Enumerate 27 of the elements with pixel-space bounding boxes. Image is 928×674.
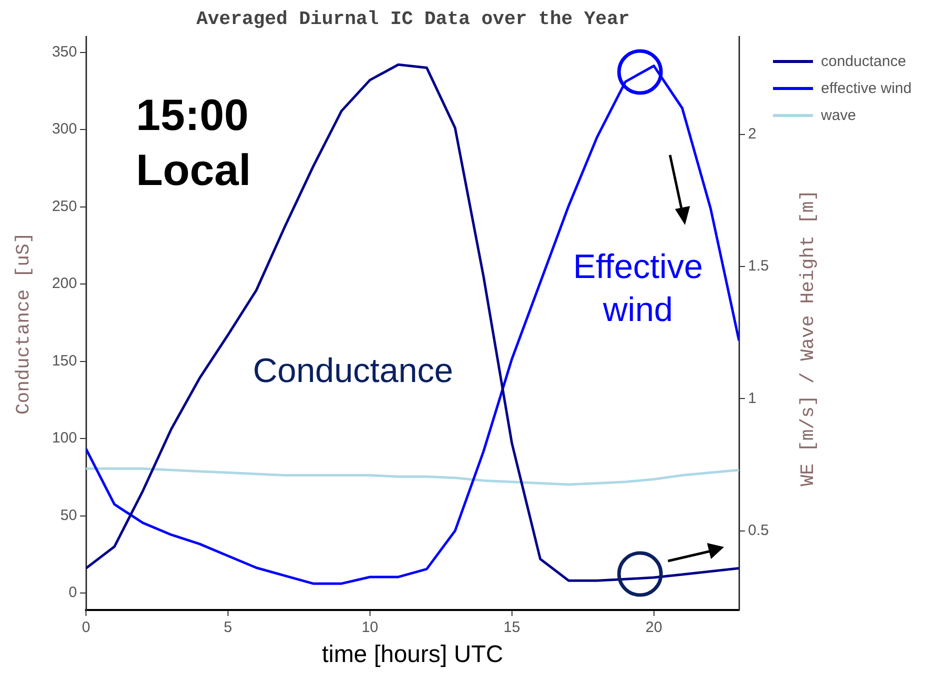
y-axis-title: Conductance [uS] (12, 232, 34, 415)
x-tick-label: 0 (82, 619, 90, 636)
x-axis-title: time [hours] UTC (322, 641, 504, 668)
annotation: 15:00 Local (136, 90, 252, 197)
chart-title: Averaged Diurnal IC Data over the Year (196, 8, 630, 30)
y2-tick-label: 1 (748, 390, 756, 407)
y-tick-label: 150 (52, 352, 77, 370)
y-tick-label: 50 (60, 506, 77, 524)
x-tick-label: 10 (362, 619, 378, 636)
x-tick-label: 5 (224, 619, 232, 636)
y2-tick-label: 2 (748, 126, 756, 143)
annotation: Conductance (252, 351, 454, 392)
legend-label: wave (821, 107, 856, 124)
x-tick-label: 20 (645, 619, 662, 636)
y2-tick-label: 0.5 (748, 522, 769, 539)
y-tick-label: 300 (52, 120, 77, 138)
y-tick-label: 0 (68, 584, 77, 602)
legend-label: conductance (821, 53, 906, 70)
annotation: Effective wind (572, 247, 704, 330)
y-tick-label: 350 (52, 43, 77, 60)
y2-axis-title: WE [m/s] / Wave Height [m] (797, 190, 819, 486)
y-tick-label: 200 (52, 275, 77, 292)
y-tick-label: 250 (52, 198, 77, 215)
y-tick-label: 100 (52, 430, 77, 447)
legend-label: effective wind (821, 80, 912, 97)
x-tick-label: 15 (504, 619, 520, 636)
y2-tick-label: 1.5 (748, 258, 769, 275)
